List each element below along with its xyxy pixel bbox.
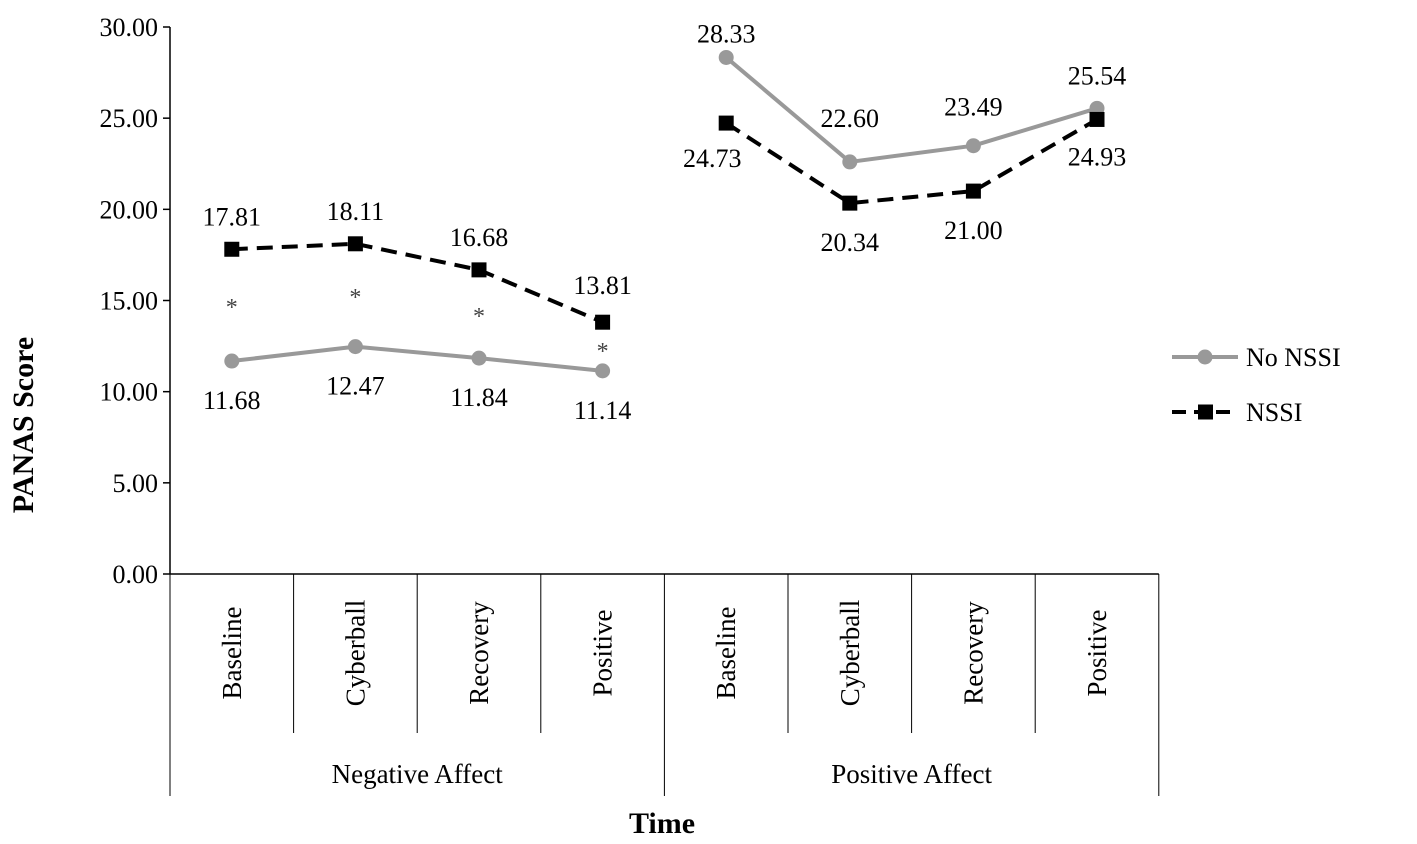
nssi-point <box>595 314 611 330</box>
data-labels: 11.68 12.47 11.84 11.14 28.33 22.60 23.49 25.54… <box>203 19 1127 424</box>
legend: No NSSI NSSI <box>1172 343 1341 427</box>
data-label: 20.34 <box>821 228 880 257</box>
data-label: 21.00 <box>944 216 1003 245</box>
axes: 0.00 5.00 10.00 15.00 20.00 25.00 30.00 Baselin… <box>100 13 1160 796</box>
nssi-point <box>965 183 981 199</box>
data-label: 23.49 <box>944 93 1003 122</box>
category-label: Cyberball <box>835 600 865 706</box>
category-label: Recovery <box>464 601 494 705</box>
data-label: 28.33 <box>697 19 756 48</box>
no-nssi-point <box>347 339 363 355</box>
data-label: 24.93 <box>1068 142 1127 171</box>
data-label: 11.14 <box>574 396 632 425</box>
significance-star: * <box>226 295 238 321</box>
nssi-point <box>347 236 363 252</box>
x-axis-title: Time <box>629 807 695 840</box>
category-label: Baseline <box>711 607 741 700</box>
group-label: Positive Affect <box>831 759 992 789</box>
y-tick-label: 25.00 <box>100 104 159 133</box>
category-label: Baseline <box>217 607 247 700</box>
y-tick-label: 30.00 <box>100 13 159 42</box>
data-label: 24.73 <box>683 144 742 173</box>
no-nssi-point <box>965 138 981 154</box>
legend-label: No NSSI <box>1246 343 1341 372</box>
nssi-point <box>1089 111 1105 127</box>
no-nssi-point <box>471 350 487 366</box>
data-label: 22.60 <box>821 104 880 133</box>
significance-star: * <box>349 285 361 311</box>
no-nssi-line <box>724 55 1098 165</box>
data-label: 18.11 <box>327 197 385 226</box>
nssi-line <box>231 241 604 325</box>
no-nssi-line <box>231 344 603 373</box>
no-nssi-point <box>842 154 858 170</box>
no-nssi-point <box>224 353 240 369</box>
data-label: 11.84 <box>450 383 508 412</box>
data-label: 11.68 <box>203 386 261 415</box>
category-label: Positive <box>1082 609 1112 696</box>
y-tick-label: 5.00 <box>113 469 159 498</box>
significance-star: * <box>473 304 485 330</box>
y-tick-label: 15.00 <box>100 287 159 316</box>
y-tick-label: 20.00 <box>100 195 159 224</box>
y-axis-title: PANAS Score <box>7 337 40 513</box>
no-nssi-point <box>718 49 734 65</box>
series-lines <box>231 55 1099 373</box>
group-label: Negative Affect <box>332 759 504 789</box>
legend-marker <box>1198 404 1213 420</box>
legend-label: NSSI <box>1246 398 1302 427</box>
nssi-point <box>224 241 240 257</box>
nssi-point <box>471 262 487 278</box>
y-tick-label: 10.00 <box>100 378 159 407</box>
category-label: Positive <box>588 609 618 696</box>
data-label: 16.68 <box>450 223 509 252</box>
no-nssi-point <box>595 363 611 379</box>
data-label: 13.81 <box>573 271 632 300</box>
nssi-point <box>718 115 734 131</box>
data-label: 25.54 <box>1068 61 1127 90</box>
data-label: 12.47 <box>326 372 385 401</box>
nssi-line <box>725 117 1099 206</box>
category-label: Cyberball <box>340 600 370 706</box>
series-markers <box>224 49 1105 379</box>
y-tick-label: 0.00 <box>113 560 159 589</box>
legend-marker <box>1197 349 1213 365</box>
significance-star: * <box>597 339 609 365</box>
nssi-point <box>842 195 858 211</box>
category-label: Recovery <box>958 601 988 705</box>
data-label: 17.81 <box>203 202 262 231</box>
